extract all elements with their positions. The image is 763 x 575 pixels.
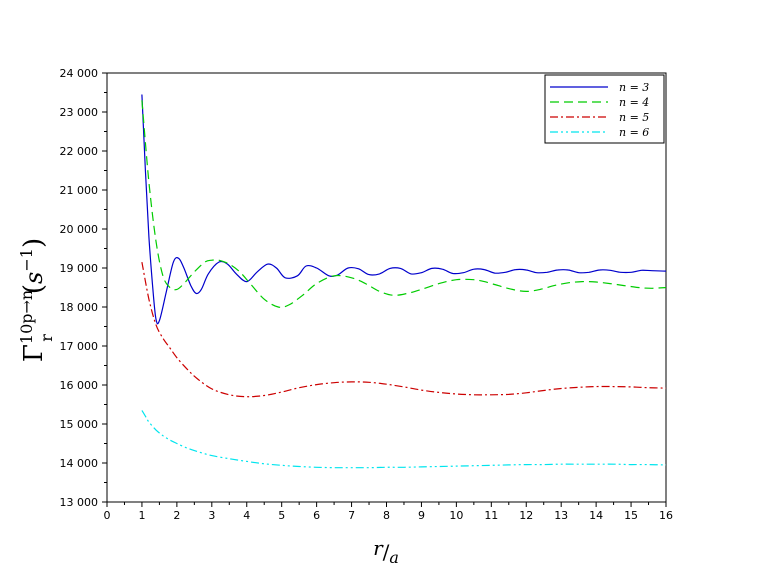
y-tick-label: 23 000: [60, 106, 99, 119]
y-tick-label: 19 000: [60, 262, 99, 275]
x-tick-label: 5: [278, 509, 285, 522]
series-line-n4: [141, 100, 667, 308]
y-tick-label: 24 000: [60, 67, 99, 80]
legend-label: n = 6: [619, 126, 649, 139]
y-axis-title: Γ10p→nr(s−1): [17, 238, 56, 362]
y-tick-label: 21 000: [60, 184, 99, 197]
legend-label: n = 3: [619, 81, 649, 94]
x-tick-label: 6: [313, 509, 320, 522]
x-tick-label: 1: [138, 509, 145, 522]
x-tick-label: 9: [418, 509, 425, 522]
x-tick-label: 4: [243, 509, 250, 522]
series-line-n5: [141, 261, 667, 398]
x-tick-label: 10: [449, 509, 463, 522]
x-tick-label: 8: [383, 509, 390, 522]
series-layer: [141, 94, 667, 469]
legend: n = 3 n = 4 n = 5 n = 6: [544, 74, 665, 144]
legend-label: n = 4: [619, 96, 649, 109]
y-tick-label: 13 000: [60, 496, 99, 509]
x-tick-label: 12: [519, 509, 533, 522]
y-tick-label: 15 000: [60, 418, 99, 431]
y-tick-label: 14 000: [60, 457, 99, 470]
x-tick-label: 13: [554, 509, 568, 522]
x-tick-label: 15: [624, 509, 638, 522]
axis-labels: Γ10p→nr(s−1) r/a: [17, 238, 399, 567]
x-tick-label: 16: [659, 509, 673, 522]
x-tick-label: 7: [348, 509, 355, 522]
series-line-n6: [141, 410, 667, 469]
y-tick-label: 16 000: [60, 379, 99, 392]
x-tick-label: 14: [589, 509, 603, 522]
x-tick-label: 3: [208, 509, 215, 522]
series-line-n3: [141, 94, 667, 325]
y-tick-label: 17 000: [60, 340, 99, 353]
y-tick-label: 22 000: [60, 145, 99, 158]
x-tick-label: 2: [173, 509, 180, 522]
x-tick-label: 11: [484, 509, 498, 522]
x-tick-label: 0: [104, 509, 111, 522]
legend-label: n = 5: [619, 111, 649, 124]
y-tick-label: 20 000: [60, 223, 99, 236]
y-tick-label: 18 000: [60, 301, 99, 314]
x-axis-title: r/a: [373, 536, 399, 567]
